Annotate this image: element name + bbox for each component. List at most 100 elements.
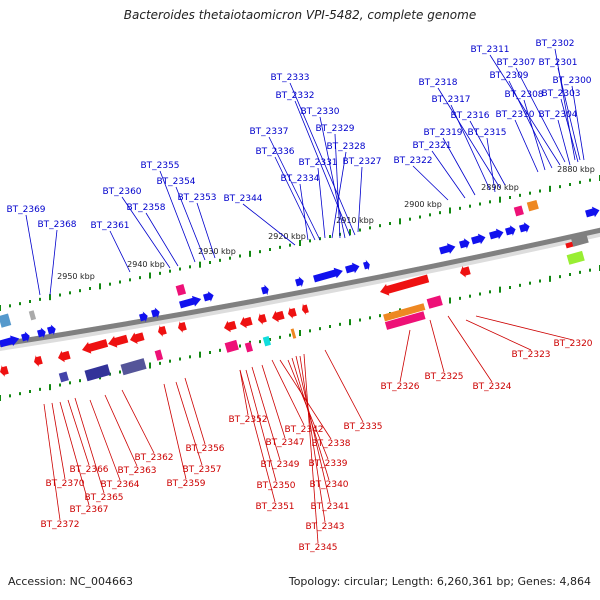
label-leader-line bbox=[412, 165, 449, 201]
lower-scale-tick bbox=[539, 279, 541, 283]
forward-gene-arrow bbox=[585, 206, 600, 218]
reverse-gene-arrow bbox=[130, 332, 145, 345]
reverse-gene-label: BT_2342 bbox=[284, 425, 323, 435]
lower-scale-tick bbox=[29, 390, 31, 393]
forward-gene-label: BT_2300 bbox=[552, 76, 591, 86]
forward-gene-label: BT_2315 bbox=[467, 128, 506, 138]
forward-feature-box bbox=[175, 284, 187, 296]
label-leader-line bbox=[554, 48, 576, 161]
label-leader-line bbox=[239, 369, 276, 503]
reverse-gene-label: BT_2343 bbox=[305, 522, 344, 532]
label-leader-line bbox=[175, 186, 206, 261]
upper-scale-tick bbox=[579, 180, 581, 184]
reverse-gene-label: BT_2349 bbox=[260, 460, 299, 470]
label-leader-line bbox=[239, 369, 249, 416]
forward-gene-label: BT_2317 bbox=[431, 95, 470, 105]
upper-scale-tick bbox=[409, 217, 411, 221]
lower-scale-tick bbox=[209, 351, 211, 354]
reverse-gene-arrow bbox=[272, 310, 285, 323]
reverse-gene-arrow bbox=[158, 325, 167, 337]
label-leader-line bbox=[429, 319, 445, 373]
lower-scale-tick bbox=[149, 362, 151, 369]
forward-gene-arrow bbox=[139, 311, 148, 323]
label-leader-line bbox=[51, 402, 66, 480]
reverse-feature-box bbox=[244, 342, 253, 353]
reverse-feature-box bbox=[84, 364, 111, 382]
label-leader-line bbox=[299, 183, 309, 241]
accession-text: Accession: NC_004663 bbox=[8, 575, 134, 588]
scale-label: 2950 kbp bbox=[57, 272, 95, 281]
lower-scale-tick bbox=[159, 361, 161, 365]
label-leader-line bbox=[49, 229, 58, 296]
reverse-gene-label: BT_2340 bbox=[309, 480, 348, 490]
reverse-feature-box bbox=[224, 339, 239, 353]
upper-scale-tick bbox=[39, 297, 41, 301]
reverse-gene-arrow bbox=[302, 303, 309, 316]
forward-gene-label: BT_2355 bbox=[140, 161, 179, 171]
forward-gene-label: BT_2330 bbox=[300, 107, 339, 117]
label-leader-line bbox=[163, 383, 187, 480]
reverse-feature-box bbox=[290, 328, 297, 339]
upper-scale-tick bbox=[489, 200, 491, 204]
reverse-gene-label: BT_2365 bbox=[84, 493, 123, 503]
reverse-gene-label: BT_2341 bbox=[310, 502, 349, 512]
label-leader-line bbox=[104, 394, 138, 467]
forward-gene-arrow bbox=[345, 262, 360, 274]
reverse-gene-label: BT_2324 bbox=[472, 382, 511, 392]
label-leader-line bbox=[43, 403, 61, 521]
lower-scale-tick bbox=[189, 355, 191, 359]
scale-label: 2920 kbp bbox=[268, 232, 306, 241]
upper-scale-tick bbox=[289, 243, 291, 247]
reverse-feature-box bbox=[262, 336, 271, 347]
lower-scale-tick bbox=[239, 344, 241, 348]
reverse-gene-arrow bbox=[380, 274, 430, 296]
upper-scale-tick bbox=[149, 272, 151, 279]
forward-feature-box bbox=[570, 232, 589, 247]
upper-scale-tick bbox=[449, 207, 451, 214]
upper-scale-tick bbox=[319, 237, 321, 241]
upper-scale-tick bbox=[519, 193, 521, 197]
label-leader-line bbox=[469, 120, 506, 186]
label-leader-line bbox=[317, 167, 326, 239]
scale-label: 2930 kbp bbox=[198, 247, 236, 256]
lower-scale-tick bbox=[49, 384, 51, 391]
scale-label: 2880 kbp bbox=[557, 165, 595, 174]
upper-scale-tick bbox=[49, 294, 51, 301]
forward-gene-label: BT_2318 bbox=[418, 78, 457, 88]
upper-scale-tick bbox=[389, 222, 391, 225]
reverse-gene-label: BT_2339 bbox=[308, 459, 347, 469]
forward-feature-box bbox=[566, 250, 585, 265]
upper-scale-tick bbox=[529, 191, 531, 195]
upper-scale-tick bbox=[229, 256, 231, 260]
lower-scale-tick bbox=[479, 292, 481, 296]
backbone-layer bbox=[0, 227, 600, 351]
upper-scale-tick bbox=[569, 183, 571, 186]
reverse-gene-label: BT_2372 bbox=[40, 520, 79, 530]
label-leader-line bbox=[334, 133, 341, 239]
reverse-gene-label: BT_2325 bbox=[424, 372, 463, 382]
label-leader-line bbox=[465, 319, 532, 351]
forward-gene-label: BT_2331 bbox=[298, 158, 337, 168]
upper-scale-tick bbox=[419, 215, 421, 219]
forward-gene-arrow bbox=[505, 225, 516, 236]
label-leader-line bbox=[74, 397, 105, 494]
reverse-gene-label: BT_2345 bbox=[298, 543, 337, 553]
forward-gene-arrow bbox=[439, 243, 456, 255]
forward-gene-arrow bbox=[471, 233, 486, 245]
lower-scale-tick bbox=[79, 379, 81, 383]
upper-scale-tick bbox=[249, 250, 251, 257]
lower-scale-tick bbox=[459, 296, 461, 300]
label-leader-line bbox=[245, 369, 277, 482]
lower-scale-tick bbox=[219, 348, 221, 352]
label-leader-line bbox=[242, 203, 296, 246]
upper-scale-tick bbox=[0, 305, 1, 311]
label-leader-line bbox=[303, 353, 319, 544]
upper-scale-tick bbox=[349, 229, 351, 236]
forward-gene-label: BT_2304 bbox=[538, 110, 577, 120]
forward-gene-label: BT_2327 bbox=[342, 157, 381, 167]
label-leader-line bbox=[295, 355, 331, 503]
lower-scale-tick bbox=[589, 268, 591, 272]
reverse-gene-label: BT_2320 bbox=[553, 339, 592, 349]
backbone-line bbox=[0, 227, 600, 347]
upper-scale-tick bbox=[19, 302, 21, 306]
